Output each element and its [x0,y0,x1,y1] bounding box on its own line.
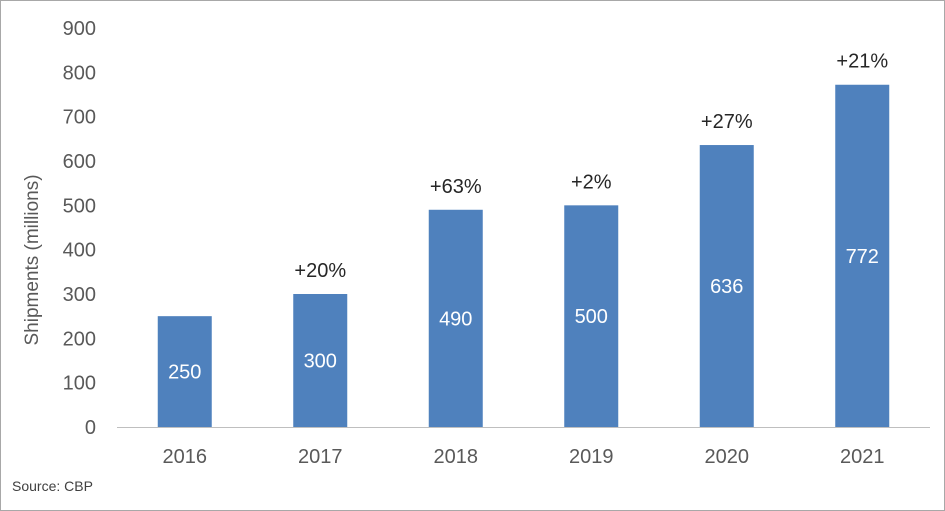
bar-2016 [157,316,212,427]
y-axis-ticks: 0 100 200 300 400 500 600 700 800 900 [63,18,96,439]
y-tick-label: 800 [63,62,96,84]
y-tick-label: 200 [63,328,96,350]
bar-2019 [564,205,619,427]
bar-value-label: 250 [168,362,201,384]
bar-value-label: 490 [439,308,472,330]
bar-2018 [428,209,483,427]
bar-value-label: 636 [710,276,743,298]
bar-2021 [835,84,890,427]
change-label: +27% [701,111,753,133]
change-label: +2% [571,171,612,193]
y-tick-label: 100 [63,373,96,395]
y-tick-label: 900 [63,18,96,40]
x-axis-ticks: 2016 2017 2018 2019 2020 2021 [163,446,885,468]
change-label: +20% [294,260,346,282]
bar-2017 [293,294,348,427]
y-axis-title: Shipments (millions) [22,174,43,345]
y-tick-label: 700 [63,107,96,129]
x-tick-label: 2016 [163,446,208,468]
x-tick-label: 2017 [298,446,343,468]
x-tick-label: 2021 [840,446,885,468]
y-tick-label: 400 [63,240,96,262]
y-tick-label: 600 [63,151,96,173]
y-tick-label: 0 [85,417,96,439]
bar-value-label: 772 [846,246,879,268]
y-tick-label: 300 [63,284,96,306]
bar-value-label: 500 [575,306,608,328]
source-note: Source: CBP [12,478,93,494]
x-tick-label: 2019 [569,446,614,468]
change-label: +63% [430,176,482,198]
bars: 250 300 +20% 490 +63% 500 +2% 636 +27% 772 +21% [157,51,890,428]
y-tick-label: 500 [63,195,96,217]
x-tick-label: 2018 [434,446,479,468]
bar-2020 [699,145,754,428]
x-tick-label: 2020 [705,446,750,468]
bar-value-label: 300 [304,351,337,373]
change-label: +21% [836,51,888,73]
